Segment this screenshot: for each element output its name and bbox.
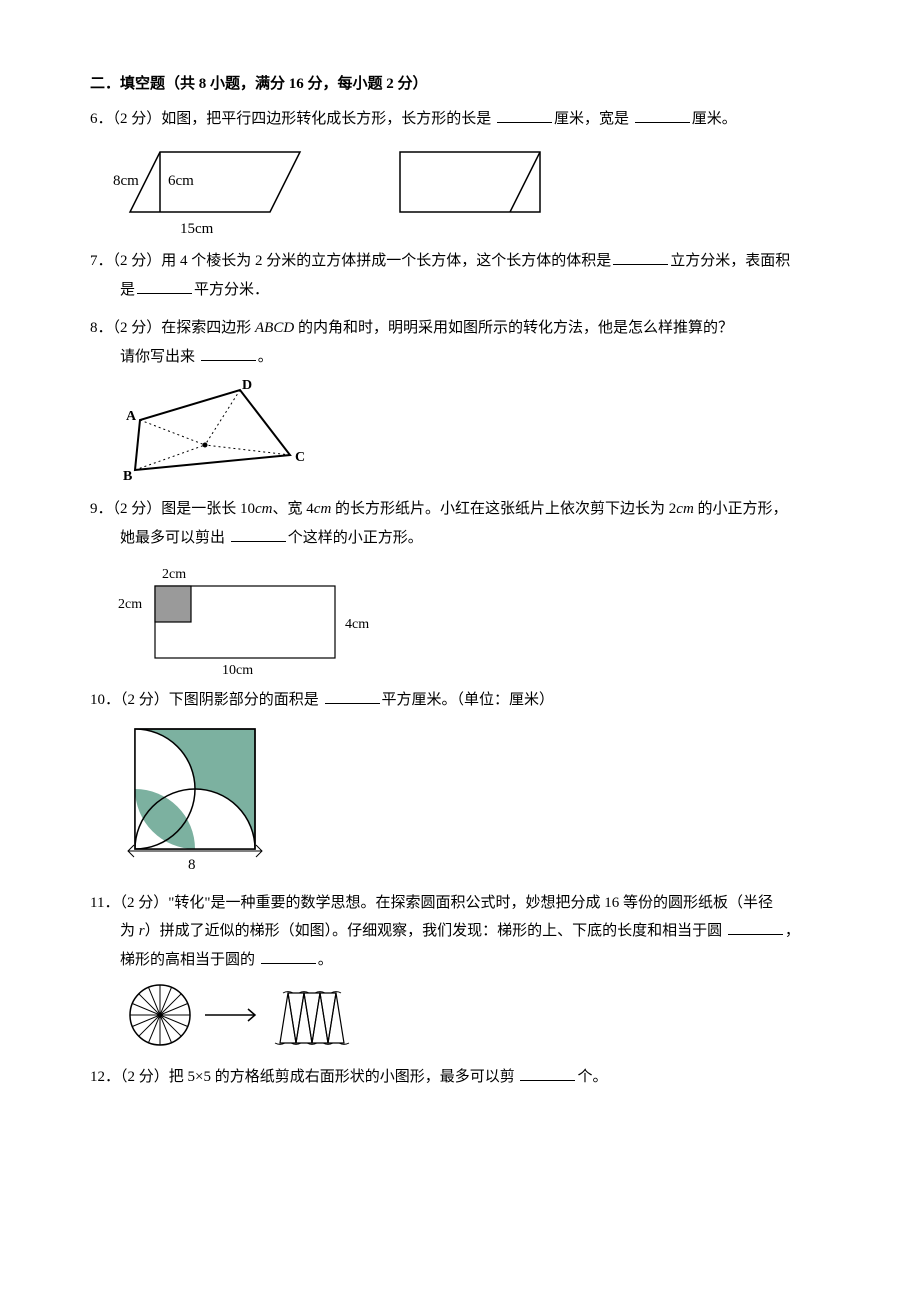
q11-trapezoid-icon: [275, 992, 349, 1045]
q7-prefix: 7．（2 分）用 4 个棱长为 2 分米的立方体拼成一个长方体，这个长方体的体积…: [90, 253, 611, 269]
q9-left-label: 2cm: [118, 597, 142, 612]
q11-l2-mid: ）拼成了近似的梯形（如图）。仔细观察，我们发现：梯形的上、下底的长度和相当于圆: [145, 923, 726, 939]
q9-l2-suffix: 个这样的小正方形。: [288, 530, 423, 546]
section-title: 二．填空题（共 8 小题，满分 16 分，每小题 2 分）: [90, 70, 830, 99]
q6-height-label: 6cm: [168, 173, 194, 189]
q8-figure: A B C D: [90, 375, 830, 485]
q6-prefix: 6．（2 分）如图，把平行四边形转化成长方形，长方形的长是: [90, 111, 495, 127]
q9-line2: 她最多可以剪出 个这样的小正方形。: [90, 524, 830, 553]
q6-slant-label: 8cm: [113, 173, 139, 189]
q6-figure-row: 8cm 6cm 15cm: [90, 137, 830, 237]
q6-rectangle-figure: [395, 137, 575, 237]
question-9: 9．（2 分）图是一张长 10cm、宽 4cm 的长方形纸片。小红在这张纸片上依…: [90, 495, 830, 676]
q9-cm2: cm: [314, 501, 335, 517]
q9-right-label: 4cm: [345, 617, 369, 632]
q8-line1-after: 的内角和时，明明采用如图所示的转化方法，他是怎么样推算的？: [298, 320, 733, 336]
q7-blank-2: [137, 280, 192, 294]
q11-line1: 11．（2 分）"转化"是一种重要的数学思想。在探索圆面积公式时，妙想把分成 1…: [90, 895, 773, 911]
q6-suffix: 厘米。: [692, 111, 737, 127]
q9-figure: 2cm 2cm 4cm 10cm: [90, 556, 830, 676]
q10-figure: 8: [90, 719, 830, 879]
q8-label-c: C: [295, 450, 305, 465]
q8-abcd: ABCD: [255, 320, 298, 336]
question-8: 8．（2 分）在探索四边形 ABCD 的内角和时，明明采用如图所示的转化方法，他…: [90, 314, 830, 485]
q8-text: 8．（2 分）在探索四边形 ABCD 的内角和时，明明采用如图所示的转化方法，他…: [90, 314, 830, 343]
question-10: 10．（2 分）下图阴影部分的面积是 平方厘米。（单位：厘米） 8: [90, 686, 830, 879]
q8-line2: 请你写出来 。: [90, 343, 830, 372]
q10-prefix: 10．（2 分）下图阴影部分的面积是: [90, 692, 323, 708]
q7-text: 7．（2 分）用 4 个棱长为 2 分米的立方体拼成一个长方体，这个长方体的体积…: [90, 247, 830, 276]
q11-circle-icon: [130, 985, 190, 1045]
q7-line2: 是 平方分米．: [90, 276, 830, 305]
q7-blank-1: [613, 251, 668, 265]
q11-text: 11．（2 分）"转化"是一种重要的数学思想。在探索圆面积公式时，妙想把分成 1…: [90, 889, 830, 918]
q12-blank: [520, 1067, 575, 1081]
q9-top-label: 2cm: [162, 567, 186, 582]
q11-blank-2: [261, 950, 316, 964]
question-7: 7．（2 分）用 4 个棱长为 2 分米的立方体拼成一个长方体，这个长方体的体积…: [90, 247, 830, 304]
q11-figure: [90, 978, 830, 1053]
q8-line1: 8．（2 分）在探索四边形: [90, 320, 255, 336]
q7-line2-suffix: 平方分米．: [194, 282, 269, 298]
question-11: 11．（2 分）"转化"是一种重要的数学思想。在探索圆面积公式时，妙想把分成 1…: [90, 889, 830, 1054]
q9-l1-mid: 、宽 4: [273, 501, 314, 517]
q11-line2: 为 r）拼成了近似的梯形（如图）。仔细观察，我们发现：梯形的上、下底的长度和相当…: [90, 917, 830, 946]
q9-blank: [231, 528, 286, 542]
q11-l2-suffix: ，: [785, 923, 800, 939]
q9-l1-end: 的小正方形，: [698, 501, 788, 517]
q12-prefix: 12．（2 分）把 5×5 的方格纸剪成右面形状的小图形，最多可以剪: [90, 1069, 518, 1085]
q11-l2-prefix: 为: [120, 923, 139, 939]
q7-mid: 立方分米，表面积: [670, 253, 790, 269]
question-6: 6．（2 分）如图，把平行四边形转化成长方形，长方形的长是 厘米，宽是 厘米。 …: [90, 105, 830, 238]
q10-blank: [325, 690, 380, 704]
q11-line3: 梯形的高相当于圆的 。: [90, 946, 830, 975]
q10-suffix: 平方厘米。（单位：厘米）: [382, 692, 555, 708]
question-12: 12．（2 分）把 5×5 的方格纸剪成右面形状的小图形，最多可以剪 个。: [90, 1063, 830, 1092]
q7-line2-prefix: 是: [120, 282, 135, 298]
q6-mid: 厘米，宽是: [554, 111, 633, 127]
q11-blank-1: [728, 921, 783, 935]
q6-text: 6．（2 分）如图，把平行四边形转化成长方形，长方形的长是 厘米，宽是 厘米。: [90, 105, 830, 134]
q12-text: 12．（2 分）把 5×5 的方格纸剪成右面形状的小图形，最多可以剪 个。: [90, 1063, 830, 1092]
q9-cm3: cm: [676, 501, 697, 517]
q11-l3-suffix: 。: [318, 952, 333, 968]
q9-l1-after: 的长方形纸片。小红在这张纸片上依次剪下边长为 2: [335, 501, 676, 517]
q9-bottom-label: 10cm: [222, 663, 253, 676]
q6-parallelogram-figure: 8cm 6cm 15cm: [105, 137, 335, 237]
q8-blank: [201, 347, 256, 361]
q6-base-label: 15cm: [180, 221, 214, 237]
q8-label-b: B: [123, 469, 132, 484]
q9-l2-prefix: 她最多可以剪出: [120, 530, 229, 546]
q12-suffix: 个。: [577, 1069, 607, 1085]
q9-l1-prefix: 9．（2 分）图是一张长 10: [90, 501, 255, 517]
q9-text: 9．（2 分）图是一张长 10cm、宽 4cm 的长方形纸片。小红在这张纸片上依…: [90, 495, 830, 524]
q10-size-label: 8: [188, 857, 196, 873]
q9-cm1: cm: [255, 501, 273, 517]
q8-label-d: D: [242, 378, 252, 393]
q6-blank-1: [497, 109, 552, 123]
q8-line2-prefix: 请你写出来: [120, 349, 199, 365]
q10-text: 10．（2 分）下图阴影部分的面积是 平方厘米。（单位：厘米）: [90, 686, 830, 715]
q8-line2-suffix: 。: [258, 349, 273, 365]
q6-blank-2: [635, 109, 690, 123]
q8-label-a: A: [126, 409, 137, 424]
q11-l3-prefix: 梯形的高相当于圆的: [120, 952, 259, 968]
